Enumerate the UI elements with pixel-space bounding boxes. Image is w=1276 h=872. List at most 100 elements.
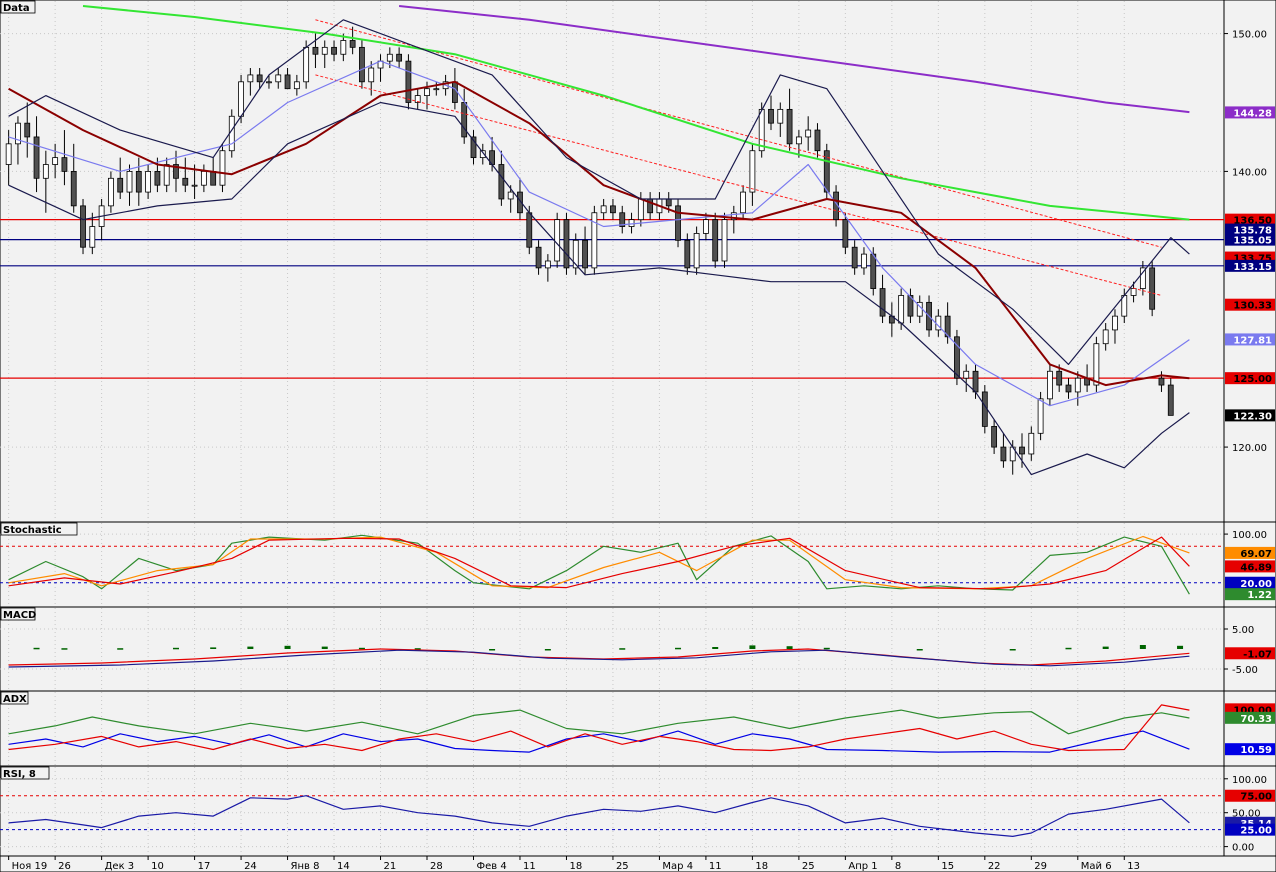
candle-body	[61, 157, 68, 172]
macd-histogram-bar	[489, 649, 496, 651]
series-line-signal	[8, 649, 1190, 668]
candle-body	[972, 370, 979, 393]
candle-body	[526, 212, 533, 248]
series-line-minus-di	[8, 704, 1190, 752]
x-tick-label: Апр 1	[848, 861, 877, 872]
candle-body	[879, 288, 886, 317]
price-tag: 135.05	[1225, 233, 1275, 247]
price-tag-box	[1225, 789, 1275, 802]
price-tag-box	[1225, 409, 1275, 422]
x-tick-label: 17	[198, 861, 211, 872]
macd-histogram-bar	[675, 647, 682, 650]
pane-title: RSI, 8	[3, 769, 36, 780]
x-tick-label: 18	[755, 861, 768, 872]
price-tag-label: 69.07	[1240, 549, 1272, 560]
candle-body	[126, 171, 133, 193]
candle-body	[414, 95, 421, 103]
candle-body	[582, 239, 588, 269]
price-tag-label: 135.78	[1233, 226, 1272, 237]
candle-body	[33, 136, 40, 179]
price-tag-box	[1225, 233, 1275, 246]
candle-body	[1046, 370, 1053, 400]
macd-histogram-bar	[414, 648, 421, 650]
pane-title: Data	[3, 3, 30, 14]
candle-body	[1149, 267, 1156, 310]
price-tag-box	[1225, 298, 1275, 311]
price-tag-box	[1225, 576, 1275, 589]
candle-body	[805, 129, 812, 138]
candle-body	[173, 164, 179, 179]
candle-body	[359, 46, 365, 83]
price-tag: 144.28	[1225, 106, 1275, 119]
grid	[0, 608, 1224, 690]
price-tag: 130.33	[1225, 298, 1275, 312]
price-tag-label: 144.28	[1233, 108, 1272, 119]
candle-body	[256, 74, 263, 83]
price-tag-label: 25.00	[1240, 826, 1272, 837]
candle-body	[1112, 315, 1118, 331]
series-line-d-fast	[8, 535, 1190, 590]
x-tick-label: 24	[244, 861, 257, 872]
x-tick-label: 8	[895, 861, 901, 872]
price-tag-label: 136.50	[1233, 216, 1272, 227]
candle-body	[15, 122, 21, 145]
plot-area	[0, 690, 1225, 767]
candle-body	[954, 336, 960, 379]
plot-area	[0, 606, 1225, 692]
price-tag: 1.22	[1225, 588, 1275, 601]
axis-tick-label: 100.00	[1232, 775, 1267, 786]
candle-body	[554, 219, 561, 262]
price-tag: 133.15	[1225, 259, 1275, 273]
candle-body	[1065, 384, 1072, 393]
x-tick-label: 11	[709, 861, 722, 872]
price-tag: 75.00	[1225, 789, 1275, 803]
candle-body	[628, 219, 635, 227]
candle-body	[479, 150, 486, 159]
candle-body	[284, 74, 291, 90]
grid	[8, 692, 1125, 765]
candle-body	[675, 205, 681, 241]
macd-histogram-bar	[786, 646, 793, 649]
plot-area	[0, 765, 1225, 857]
price-tag-label: 133.15	[1233, 262, 1272, 273]
candle-body	[368, 67, 375, 83]
candle-body	[619, 212, 626, 227]
candle-body	[1139, 267, 1146, 289]
candle-body	[210, 171, 217, 186]
candle-body	[145, 171, 152, 193]
candle-body	[786, 108, 793, 145]
candle-body	[321, 46, 328, 55]
candle-body	[247, 74, 254, 83]
pane-data: 150.00 140.00 120.00 144.28 136.50135.78135.…	[0, 0, 1276, 523]
candle-body	[991, 426, 998, 448]
price-tag-label: 75.00	[1240, 792, 1272, 803]
candle-body	[42, 164, 49, 179]
price-tag-box	[1225, 106, 1275, 119]
x-tick-label: 28	[430, 861, 443, 872]
x-tick-label: 15	[941, 861, 954, 872]
x-tick-label: 25	[616, 861, 629, 872]
candle-body	[795, 136, 802, 145]
x-tick-label: Фев 4	[476, 861, 506, 872]
price-tag-box	[1225, 259, 1275, 272]
axis-tick-label: -5.00	[1232, 665, 1258, 676]
price-tag: 69.07	[1225, 546, 1275, 560]
candle-body	[684, 239, 691, 269]
x-tick-label: 25	[802, 861, 815, 872]
price-tag-box	[1225, 223, 1275, 236]
price-tag: 46.89	[1225, 560, 1275, 573]
candle-body	[182, 177, 189, 186]
x-tick-label: 10	[151, 861, 164, 872]
macd-histogram-bar	[284, 645, 291, 649]
candle-body	[349, 40, 356, 48]
candle-body	[5, 143, 12, 165]
price-axis	[1223, 765, 1276, 857]
plot-area	[0, 0, 1225, 523]
series-line-ma-fast	[8, 60, 1190, 407]
candle-body	[600, 205, 607, 214]
series-line-plus-di	[8, 730, 1190, 753]
candle-body	[1028, 432, 1035, 455]
